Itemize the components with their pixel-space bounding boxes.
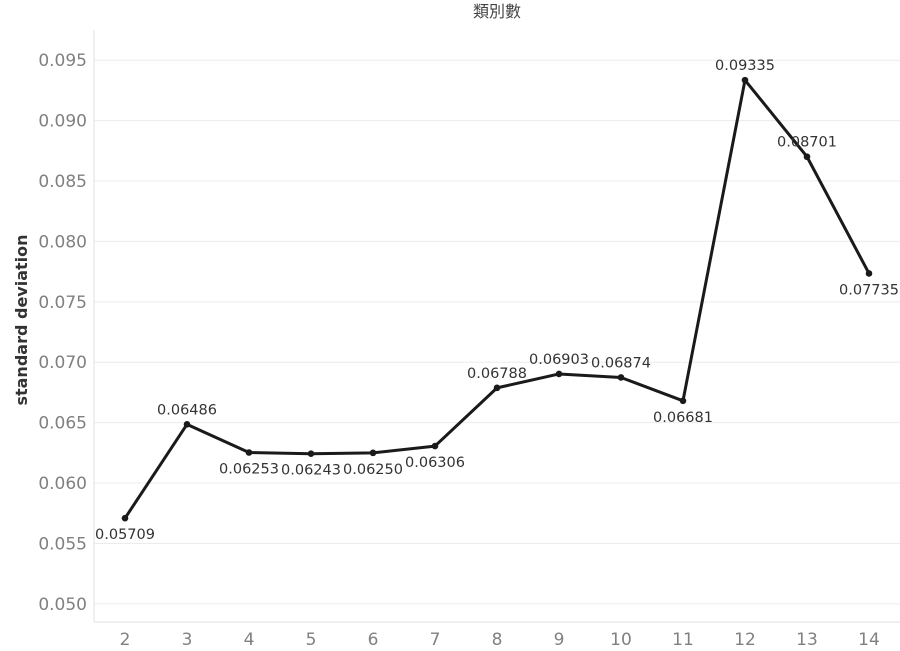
data-label: 0.09335 [715, 58, 775, 74]
series [123, 78, 871, 520]
y-tick-label: 0.050 [38, 595, 87, 615]
x-tick-label: 5 [306, 630, 317, 650]
data-point [245, 449, 253, 456]
y-tick-label: 0.085 [38, 172, 87, 192]
x-tick-label: 10 [610, 630, 632, 650]
axes [93, 30, 900, 623]
grid [94, 59, 900, 605]
y-tick-label: 0.065 [38, 414, 87, 434]
chart-title: 類別數 [473, 2, 521, 21]
y-axis-title: standard deviation [12, 234, 31, 405]
x-tick-label: 2 [120, 630, 131, 650]
y-tick-label: 0.095 [38, 51, 87, 71]
data-label: 0.08701 [777, 135, 837, 151]
data-label: 0.06903 [529, 352, 589, 368]
data-label: 0.06486 [157, 402, 217, 418]
data-point [679, 397, 687, 405]
y-tick-label: 0.075 [38, 293, 87, 313]
x-axis-ticks: 2 3 4 5 6 7 8 9 10 11 12 13 14 [120, 630, 880, 650]
data-point [865, 270, 873, 277]
data-label: 0.06306 [405, 455, 465, 471]
data-label: 0.06253 [219, 461, 279, 477]
x-tick-label: 11 [672, 630, 694, 650]
y-axis-ticks: 0.050 0.055 0.060 0.065 0.070 0.075 0.080 0.085… [38, 51, 87, 615]
data-point [741, 76, 749, 84]
x-tick-label: 7 [430, 630, 441, 650]
data-point [617, 374, 625, 381]
data-point [183, 421, 191, 428]
x-tick-label: 3 [182, 630, 193, 650]
data-label: 0.06243 [281, 463, 341, 479]
data-point [121, 514, 129, 522]
x-tick-label: 12 [734, 630, 756, 650]
data-label: 0.06788 [467, 366, 527, 382]
data-labels: 0.05709 0.06486 0.06253 0.06243 0.06250 0.063… [95, 58, 899, 543]
y-tick-label: 0.055 [38, 534, 87, 554]
data-point [493, 384, 501, 392]
x-tick-label: 6 [368, 630, 379, 650]
x-tick-label: 8 [492, 630, 503, 650]
data-label: 0.07735 [839, 282, 899, 298]
data-points [121, 76, 873, 522]
data-point [803, 153, 811, 161]
x-tick-label: 13 [796, 630, 818, 650]
y-tick-label: 0.070 [38, 353, 87, 373]
series-line [123, 78, 871, 520]
data-point [431, 442, 439, 450]
data-label: 0.05709 [95, 527, 155, 543]
y-tick-label: 0.060 [38, 474, 87, 494]
x-tick-label: 14 [858, 630, 880, 650]
data-point [555, 370, 563, 378]
data-point [369, 449, 377, 457]
data-label: 0.06874 [591, 355, 651, 371]
y-tick-label: 0.080 [38, 232, 87, 252]
data-point [307, 450, 315, 458]
x-tick-label: 9 [554, 630, 565, 650]
x-tick-label: 4 [244, 630, 255, 650]
data-label: 0.06681 [653, 410, 713, 426]
y-tick-label: 0.090 [38, 112, 87, 132]
data-label: 0.06250 [343, 462, 403, 478]
